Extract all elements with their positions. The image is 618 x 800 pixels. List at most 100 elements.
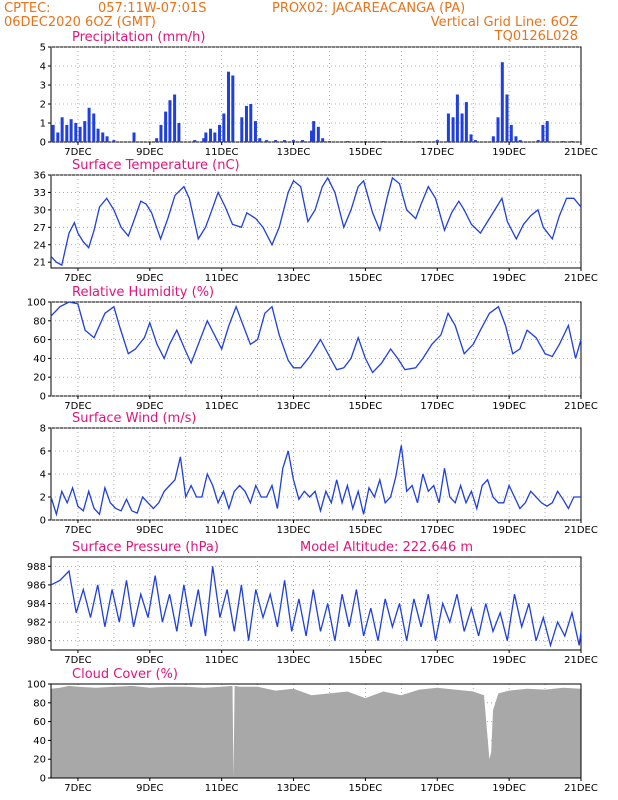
panel-title-wind: Surface Wind (m/s) [72,411,196,426]
precip-bar [518,140,522,142]
y-tick-label: 5 [40,43,46,54]
precip-bar [399,141,403,142]
precip-bar [451,117,455,142]
precip-bar [69,119,73,142]
precip-bar [249,104,253,142]
precip-bar [213,132,217,142]
panel-frame [50,301,582,397]
precip-bar [202,138,206,142]
x-date-label: 13DEC [277,147,311,158]
precip-bar [312,121,316,142]
x-date-label: 9DEC [136,783,163,794]
precip-bar [274,140,278,142]
precip-bar [491,136,495,142]
y-tick-label: 60 [33,335,46,346]
x-date-label: 17DEC [420,655,454,666]
precip-bar [83,121,87,142]
x-date-label: 11DEC [205,783,239,794]
precip-bar [446,113,450,142]
precip-bar [177,123,181,142]
y-tick-label: 60 [33,717,46,728]
x-date-label: 7DEC [64,783,91,794]
x-date-label: 9DEC [136,525,163,536]
panel-pressure: 980 982 984 986 988 7DEC 9DEC 11DEC 13DEC 15DEC 17… [27,540,598,666]
x-date-label: 15DEC [349,401,383,412]
precip-bar [101,132,105,142]
precip-bar [112,140,116,142]
y-tick-label: 20 [33,373,46,384]
y-tick-label: 2 [40,100,46,111]
y-tick-label: 984 [27,599,46,610]
precip-bar [253,121,257,142]
precip-bar [168,100,172,142]
precip-bar [570,141,574,142]
panel-title-cloud: Cloud Cover (%) [72,667,178,682]
panel-precip: 0 1 2 3 4 5 7DEC 9DEC 11DEC 13DEC 15DEC 17DEC 19DEC 2… [40,30,598,158]
precip-bar [105,136,109,142]
x-date-label: 7DEC [64,525,91,536]
y-tick-label: 980 [27,636,46,647]
precip-bar [173,94,177,142]
y-tick-label: 6 [40,447,46,458]
panel-temp: 21 24 27 30 33 36 7DEC 9DEC 11DEC 13DEC 15DEC 17DEC… [33,158,598,284]
precip-bar [310,130,314,142]
x-date-label: 21DEC [564,655,598,666]
temp-series-line [50,176,582,267]
precip-bar [209,128,213,142]
x-date-label: 7DEC [64,147,91,158]
y-tick-label: 100 [27,298,46,309]
precip-bar [231,75,235,142]
rh-series-line [50,301,582,374]
x-date-label: 13DEC [277,783,311,794]
precip-bar [283,140,287,142]
x-date-label: 7DEC [64,655,91,666]
y-tick-label: 4 [40,470,46,481]
y-tick-label: 33 [33,188,46,199]
header-coords: 057:11W-07:01S [98,1,206,16]
x-date-label: 17DEC [420,783,454,794]
x-date-label: 19DEC [492,525,526,536]
precip-bar [514,136,518,142]
y-tick-label: 0 [40,392,46,403]
y-tick-label: 21 [33,258,46,269]
precip-bar [381,141,385,142]
precip-bar [536,140,540,142]
x-date-label: 7DEC [64,401,91,412]
precip-bar [227,71,231,142]
precip-bar [60,117,64,142]
y-tick-label: 0 [40,138,46,149]
header: CPTEC: 057:11W-07:01S PROX02: JACAREACAN… [4,1,578,44]
x-date-label: 19DEC [492,147,526,158]
x-date-label: 15DEC [349,147,383,158]
x-date-label: 19DEC [492,655,526,666]
header-source: CPTEC: [4,1,51,16]
panel-wind: 0 2 4 6 8 7DEC 9DEC 11DEC 13DEC 15DEC 17DEC 19DEC 21… [40,411,598,536]
precip-bar [132,132,136,142]
precip-bar [258,138,262,142]
precip-bar [74,123,78,142]
y-tick-label: 20 [33,755,46,766]
y-tick-label: 40 [33,354,46,365]
x-date-label: 19DEC [492,783,526,794]
header-model-id: TQ0126L028 [494,29,578,44]
y-tick-label: 2 [40,493,46,504]
precip-bar [345,141,349,142]
precip-bar [240,117,244,142]
precip-bar [96,128,100,142]
precip-bar [92,113,96,142]
panel-title-rh: Relative Humidity (%) [72,285,214,300]
cloud-area [51,685,581,778]
panel-title-pressure: Surface Pressure (hPa) [72,540,219,555]
precip-bar [435,140,439,142]
x-date-label: 19DEC [492,401,526,412]
x-date-label: 9DEC [136,401,163,412]
y-tick-label: 988 [27,562,46,573]
precip-bar [327,141,331,142]
precip-bar [301,140,305,142]
precip-bar [78,126,82,142]
precip-bar [469,134,473,142]
precip-bar [222,113,226,142]
precip-bar [87,107,91,142]
y-tick-label: 982 [27,618,46,629]
